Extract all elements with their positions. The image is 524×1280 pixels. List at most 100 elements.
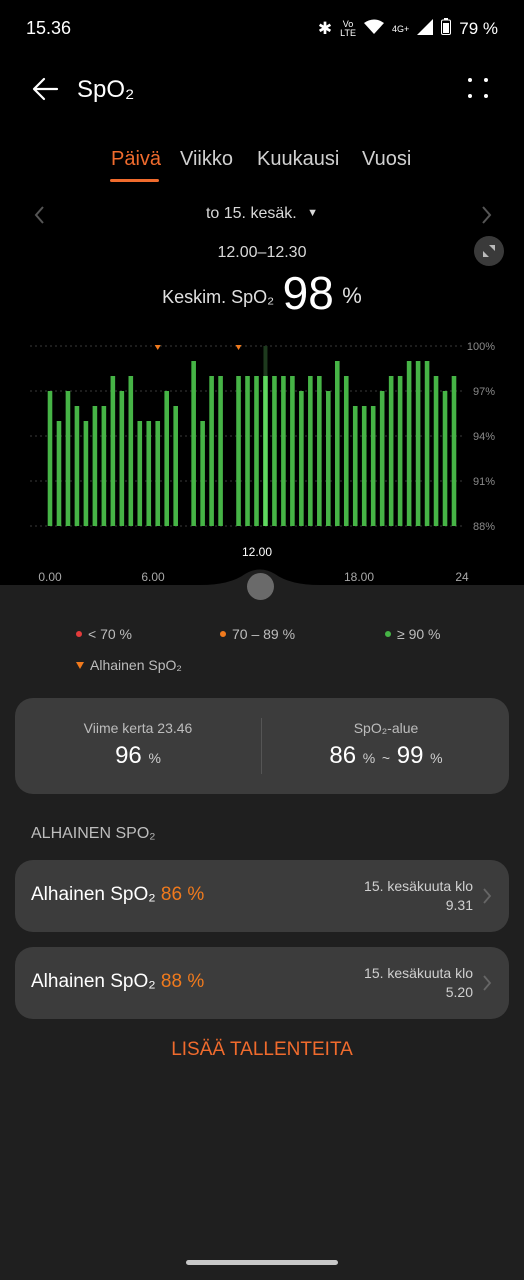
- tab-month[interactable]: Kuukausi: [257, 148, 340, 170]
- spo2-bar[interactable]: [442, 391, 448, 526]
- low-marker-icon: [76, 662, 84, 669]
- spo2-bar[interactable]: [218, 376, 223, 526]
- bluetooth-icon: ✱: [317, 19, 333, 38]
- spo2-bar[interactable]: [397, 376, 403, 526]
- average-value: 98: [282, 267, 334, 319]
- fullscreen-button[interactable]: [474, 236, 504, 266]
- spo2-range: SpO₂-alue 86 % ~ 99 %: [329, 720, 443, 769]
- spo2-bar[interactable]: [281, 376, 286, 526]
- tab-day[interactable]: Päivä: [111, 148, 162, 170]
- spo2-bar[interactable]: [83, 421, 89, 526]
- spo2-bar[interactable]: [326, 391, 331, 526]
- network-label: 4G+: [391, 23, 410, 34]
- spo2-bar[interactable]: [388, 376, 394, 526]
- selected-range: 12.00–12.30: [217, 244, 307, 261]
- y-tick-label: 88%: [473, 521, 495, 533]
- spo2-bar[interactable]: [424, 361, 430, 526]
- spo2-bar[interactable]: [236, 376, 241, 526]
- spo2-bar[interactable]: [209, 376, 214, 526]
- spo2-bar[interactable]: [128, 376, 134, 526]
- next-day-icon[interactable]: [476, 204, 496, 226]
- average-readout: Keskim. SpO₂ 98 %: [0, 266, 524, 320]
- scrubber-time-label: 12.00: [241, 545, 273, 559]
- average-label: Keskim. SpO₂: [162, 287, 275, 307]
- spo2-bar[interactable]: [451, 376, 457, 526]
- last-measurement: Viime kerta 23.46 96 %: [83, 720, 193, 769]
- spo2-bar[interactable]: [406, 361, 412, 526]
- status-time: 15.36: [26, 18, 72, 38]
- spo2-bar[interactable]: [299, 391, 304, 526]
- app-bar: SpO₂: [0, 66, 524, 114]
- spo2-bar[interactable]: [65, 391, 71, 526]
- spo2-bar[interactable]: [101, 406, 107, 526]
- date-dropdown[interactable]: to 15. kesäk. ▼: [205, 205, 319, 222]
- tab-year[interactable]: Vuosi: [362, 148, 412, 170]
- spo2-bar[interactable]: [245, 376, 250, 526]
- dropdown-triangle-icon: ▼: [307, 207, 319, 219]
- low-spo2-marker: [235, 345, 242, 350]
- spo2-bar[interactable]: [352, 406, 358, 526]
- spo2-bar[interactable]: [164, 391, 170, 526]
- chevron-right-icon: [483, 975, 492, 991]
- spo2-bar-chart[interactable]: 100% 97% 94% 91% 88% 0.00 6.00 18.00 24: [0, 330, 524, 585]
- spo2-bar[interactable]: [200, 421, 205, 526]
- spo2-bar[interactable]: [173, 406, 178, 526]
- x-tick-label: 6.00: [141, 570, 165, 584]
- spo2-bar[interactable]: [361, 406, 367, 526]
- more-records-button[interactable]: LISÄÄ TALLENTEITA: [171, 1039, 353, 1060]
- spo2-bar[interactable]: [415, 361, 421, 526]
- low-spo2-marker: [154, 345, 161, 350]
- scrubber-handle[interactable]: [246, 572, 275, 601]
- spo2-bar[interactable]: [290, 376, 295, 526]
- spo2-bar[interactable]: [263, 376, 268, 526]
- spo2-bar[interactable]: [308, 376, 313, 526]
- spo2-bar[interactable]: [110, 376, 116, 526]
- red-dot-icon: [76, 631, 82, 637]
- spo2-bar[interactable]: [137, 421, 143, 526]
- spo2-bar[interactable]: [254, 376, 259, 526]
- orange-dot-icon: [220, 631, 226, 637]
- status-bar: 15.36 ✱ Vo LTE 4G+ 79 %: [0, 0, 524, 56]
- spo2-bar[interactable]: [119, 391, 125, 526]
- spo2-bar[interactable]: [191, 361, 196, 526]
- spo2-bar[interactable]: [155, 421, 161, 526]
- x-tick-label: 24: [455, 570, 469, 584]
- green-dot-icon: [385, 631, 391, 637]
- y-tick-label: 97%: [473, 386, 495, 398]
- spo2-bar[interactable]: [370, 406, 376, 526]
- battery-percent: 79 %: [459, 19, 498, 38]
- home-indicator[interactable]: [186, 1260, 338, 1265]
- chevron-right-icon: [483, 888, 492, 904]
- spo2-bar[interactable]: [334, 361, 340, 526]
- back-arrow-icon[interactable]: [30, 74, 60, 104]
- spo2-bar[interactable]: [47, 391, 53, 526]
- spo2-bar[interactable]: [92, 406, 98, 526]
- low-spo2-record[interactable]: Alhainen SpO₂ 88 % 15. kesäkuuta klo 5.20: [15, 947, 509, 1019]
- spo2-bar[interactable]: [272, 376, 277, 526]
- spo2-bar[interactable]: [433, 376, 439, 526]
- previous-day-icon[interactable]: [30, 204, 50, 226]
- expand-icon: [483, 245, 495, 257]
- spo2-bar[interactable]: [56, 421, 62, 526]
- card-divider: [261, 718, 262, 774]
- more-options-icon[interactable]: [468, 78, 488, 98]
- average-unit: %: [342, 283, 362, 308]
- spo2-bar[interactable]: [74, 406, 80, 526]
- active-tab-indicator: [110, 179, 159, 182]
- y-tick-label: 94%: [473, 431, 495, 443]
- date-selector: to 15. kesäk. ▼: [0, 200, 524, 230]
- spo2-bar[interactable]: [379, 391, 385, 526]
- chart-legend: < 70 % 70 – 89 % ≥ 90 % Alhainen SpO₂: [0, 626, 524, 686]
- period-tabs: Päivä Viikko Kuukausi Vuosi: [0, 148, 524, 184]
- volte-icon: Vo LTE: [340, 19, 356, 38]
- spo2-bar[interactable]: [146, 421, 152, 526]
- y-tick-label: 91%: [473, 476, 495, 488]
- x-tick-label: 18.00: [344, 570, 374, 584]
- x-tick-label: 0.00: [38, 570, 62, 584]
- page-title: SpO₂: [77, 76, 135, 103]
- tab-week[interactable]: Viikko: [180, 148, 233, 170]
- spo2-bar[interactable]: [343, 376, 349, 526]
- low-spo2-record[interactable]: Alhainen SpO₂ 86 % 15. kesäkuuta klo 9.31: [15, 860, 509, 932]
- spo2-bar[interactable]: [317, 376, 322, 526]
- signal-icon: [417, 18, 434, 40]
